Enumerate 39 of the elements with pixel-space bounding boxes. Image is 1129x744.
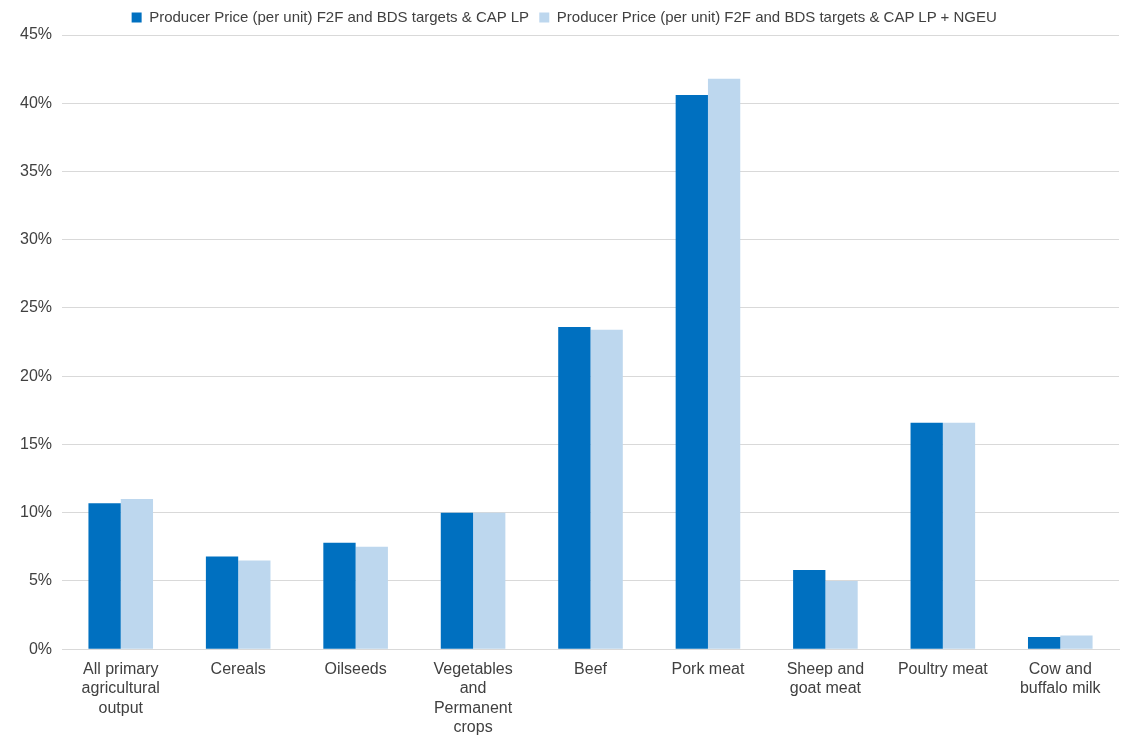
bar bbox=[675, 95, 708, 649]
bar bbox=[440, 512, 474, 649]
bar bbox=[942, 422, 976, 649]
bar bbox=[910, 422, 943, 649]
bar bbox=[473, 512, 506, 649]
y-tick-label: 15% bbox=[19, 434, 53, 452]
bar bbox=[88, 503, 121, 649]
y-tick-label: 10% bbox=[19, 503, 53, 521]
x-tick-label: Cow and buffalo milk bbox=[1019, 660, 1102, 697]
y-tick-label: 45% bbox=[19, 25, 53, 43]
bar bbox=[323, 542, 356, 649]
x-tick-label: Beef bbox=[574, 660, 608, 678]
bar bbox=[355, 546, 388, 649]
bar bbox=[558, 327, 591, 649]
legend-label: Producer Price (per unit) F2F and BDS targets & CAP LP + NGEU bbox=[556, 7, 997, 25]
bar bbox=[1060, 635, 1093, 649]
bar bbox=[205, 556, 239, 649]
x-tick-label: All primary agricultural output bbox=[81, 660, 160, 716]
y-tick-label: 20% bbox=[19, 366, 53, 384]
bar bbox=[825, 580, 858, 649]
y-tick-label: 30% bbox=[19, 230, 53, 248]
y-tick-label: 35% bbox=[19, 161, 53, 179]
x-tick-label: Poultry meat bbox=[897, 660, 989, 678]
x-tick-label: Cereals bbox=[210, 660, 266, 678]
x-tick-label: Oilseeds bbox=[324, 660, 387, 678]
x-tick-label: Sheep and goat meat bbox=[786, 660, 865, 697]
bar bbox=[1027, 636, 1061, 649]
bar bbox=[120, 499, 154, 649]
y-tick-label: 0% bbox=[28, 639, 53, 657]
bar bbox=[590, 329, 623, 649]
bar bbox=[793, 570, 826, 649]
x-tick-label: Pork meat bbox=[671, 660, 745, 678]
x-tick-label: Vegetables and Permanent crops bbox=[433, 660, 513, 735]
bar bbox=[238, 560, 271, 649]
legend-label: Producer Price (per unit) F2F and BDS targets & CAP LP bbox=[149, 7, 530, 25]
bar bbox=[707, 78, 741, 649]
y-tick-label: 40% bbox=[19, 93, 53, 111]
y-tick-label: 25% bbox=[19, 298, 53, 316]
y-tick-label: 5% bbox=[28, 571, 53, 589]
